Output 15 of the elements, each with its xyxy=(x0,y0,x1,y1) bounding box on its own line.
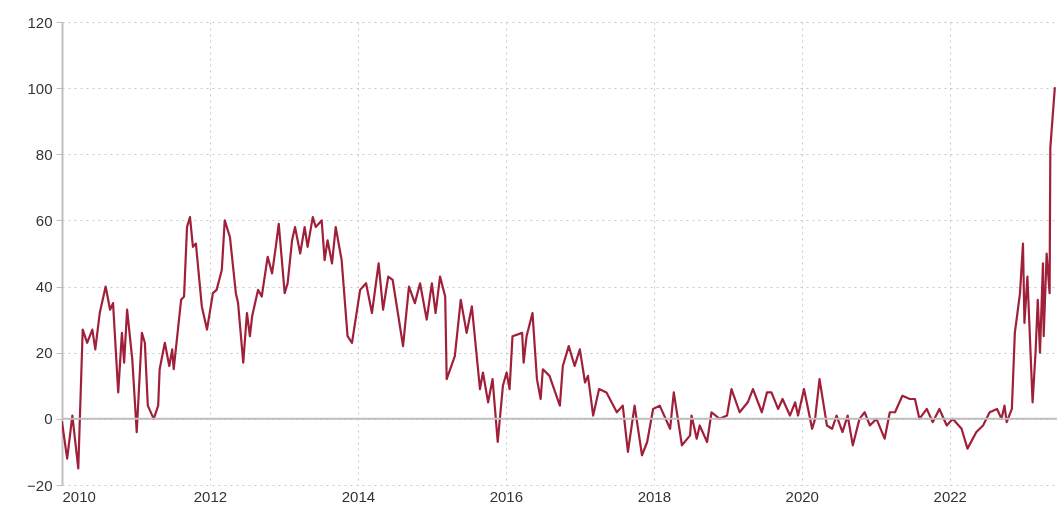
x-tick-label: 2014 xyxy=(341,487,376,505)
x-tick-label: 2010 xyxy=(62,487,96,505)
x-tick-label: 2012 xyxy=(193,487,228,505)
y-tick-label: −20 xyxy=(27,476,53,494)
x-tick-label: 2022 xyxy=(933,487,967,505)
x-tick-label: 2020 xyxy=(785,487,819,505)
x-tick-label: 2016 xyxy=(489,487,524,505)
y-tick-label: 60 xyxy=(35,211,53,229)
y-tick-label: 40 xyxy=(35,278,53,296)
x-tick-label: 2018 xyxy=(637,487,672,505)
y-tick-label: 100 xyxy=(27,79,53,97)
y-tick-label: 120 xyxy=(27,13,53,31)
y-tick-label: 0 xyxy=(44,410,53,428)
y-tick-label: 20 xyxy=(35,344,53,362)
y-tick-label: 80 xyxy=(35,145,53,163)
